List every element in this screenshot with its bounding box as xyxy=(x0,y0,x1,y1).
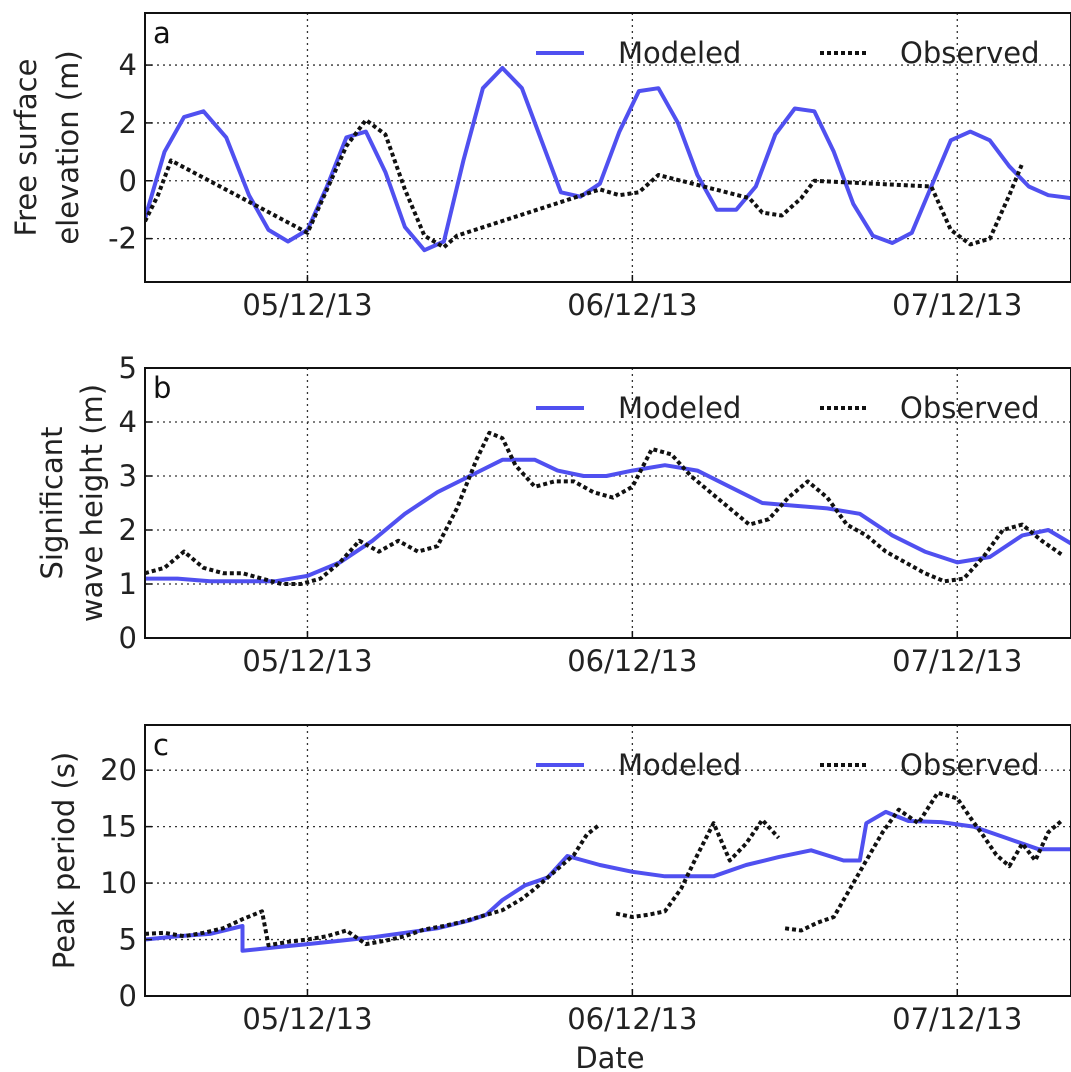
panel-a-ytick-label-0: -2 xyxy=(108,222,137,256)
panel-c-xtick-label-0: 05/12/13 xyxy=(242,1002,372,1036)
panel-c-xtick-label-2: 07/12/13 xyxy=(892,1002,1022,1036)
panel-a-legend-modeled-label: Modeled xyxy=(618,36,741,70)
panel-b-xtick-label-2: 07/12/13 xyxy=(892,644,1022,678)
panel-c-ytick-label-3: 15 xyxy=(100,810,137,844)
panel-a-xtick-label-1: 06/12/13 xyxy=(567,288,697,322)
panel-c-ytick-label-2: 10 xyxy=(100,866,137,900)
panel-b-legend-modeled-label: Modeled xyxy=(618,391,741,425)
panel-a-ylabel-line-0: Free surface xyxy=(9,59,43,237)
panel-c-ylabel-line-0: Peak period (s) xyxy=(47,752,81,969)
panel-a-plot-area xyxy=(145,66,1071,253)
panel-b-series-modeled-line-0 xyxy=(145,457,1071,584)
panel-a-series-modeled-line-0 xyxy=(145,66,1071,253)
panel-b-ylabel-line-1: wave height (m) xyxy=(75,384,109,622)
panel-b-ytick-label-4: 4 xyxy=(119,405,137,439)
panel-a-series-observed-line-1 xyxy=(145,118,1025,250)
panel-a-ytick-label-2: 2 xyxy=(119,106,137,140)
panel-a-panel-letter: a xyxy=(153,16,171,50)
panel-a-frame xyxy=(144,12,1071,283)
panel-b-legend-observed-label: Observed xyxy=(900,391,1040,425)
panel-b-panel-letter: b xyxy=(153,371,171,405)
panel-b-ytick-label-1: 1 xyxy=(119,567,137,601)
panel-c-plot-area xyxy=(145,790,1071,953)
panel-b: 0 1 2 3 4 5 05/12/13 06/12/13 07/12/13 Significan… xyxy=(35,351,1071,678)
panel-b-ytick-label-3: 3 xyxy=(119,459,137,493)
panel-b-frame xyxy=(144,367,1071,639)
panel-b-plot-area xyxy=(145,430,1071,586)
panel-b-ytick-label-0: 0 xyxy=(119,621,137,655)
panel-b-series-observed-line-1 xyxy=(145,430,1063,586)
panel-c-legend-observed-label: Observed xyxy=(900,748,1040,782)
panel-c-frame xyxy=(144,724,1071,997)
panel-c-xtick-label-1: 06/12/13 xyxy=(567,1002,697,1036)
panel-c-ytick-label-1: 5 xyxy=(119,923,137,957)
panel-c-series-observed-line-2 xyxy=(615,817,781,919)
panel-b-ytick-label-5: 5 xyxy=(119,351,137,385)
panel-c-series-observed-line-3 xyxy=(784,790,1063,933)
panel-c-series-modeled-line-0 xyxy=(145,809,1071,953)
panel-c-panel-letter: c xyxy=(153,728,169,762)
panel-a-legend-observed-label: Observed xyxy=(900,36,1040,70)
panel-a-ylabel-line-1: elevation (m) xyxy=(51,50,85,244)
panel-c-series-observed-line-1 xyxy=(145,822,602,948)
panel-c-legend-modeled-label: Modeled xyxy=(618,748,741,782)
panel-b-xtick-label-1: 06/12/13 xyxy=(567,644,697,678)
panel-c: 0 5 10 15 20 05/12/13 06/12/13 07/12/13 Peak per… xyxy=(47,724,1071,1036)
panel-b-xtick-label-0: 05/12/13 xyxy=(242,644,372,678)
panel-b-ylabel-line-0: Significant xyxy=(35,426,69,579)
panel-a: -2 0 2 4 05/12/13 06/12/13 07/12/13 Free surfac… xyxy=(9,12,1071,322)
x-axis-title: Date xyxy=(575,1041,644,1072)
panel-c-ytick-label-4: 20 xyxy=(100,753,137,787)
panel-b-ytick-label-2: 2 xyxy=(119,513,137,547)
panel-c-ytick-label-0: 0 xyxy=(119,979,137,1013)
panel-a-xtick-label-2: 07/12/13 xyxy=(892,288,1022,322)
panel-a-ytick-label-1: 0 xyxy=(119,164,137,198)
panel-a-xtick-label-0: 05/12/13 xyxy=(242,288,372,322)
panel-a-ytick-label-3: 4 xyxy=(119,48,137,82)
